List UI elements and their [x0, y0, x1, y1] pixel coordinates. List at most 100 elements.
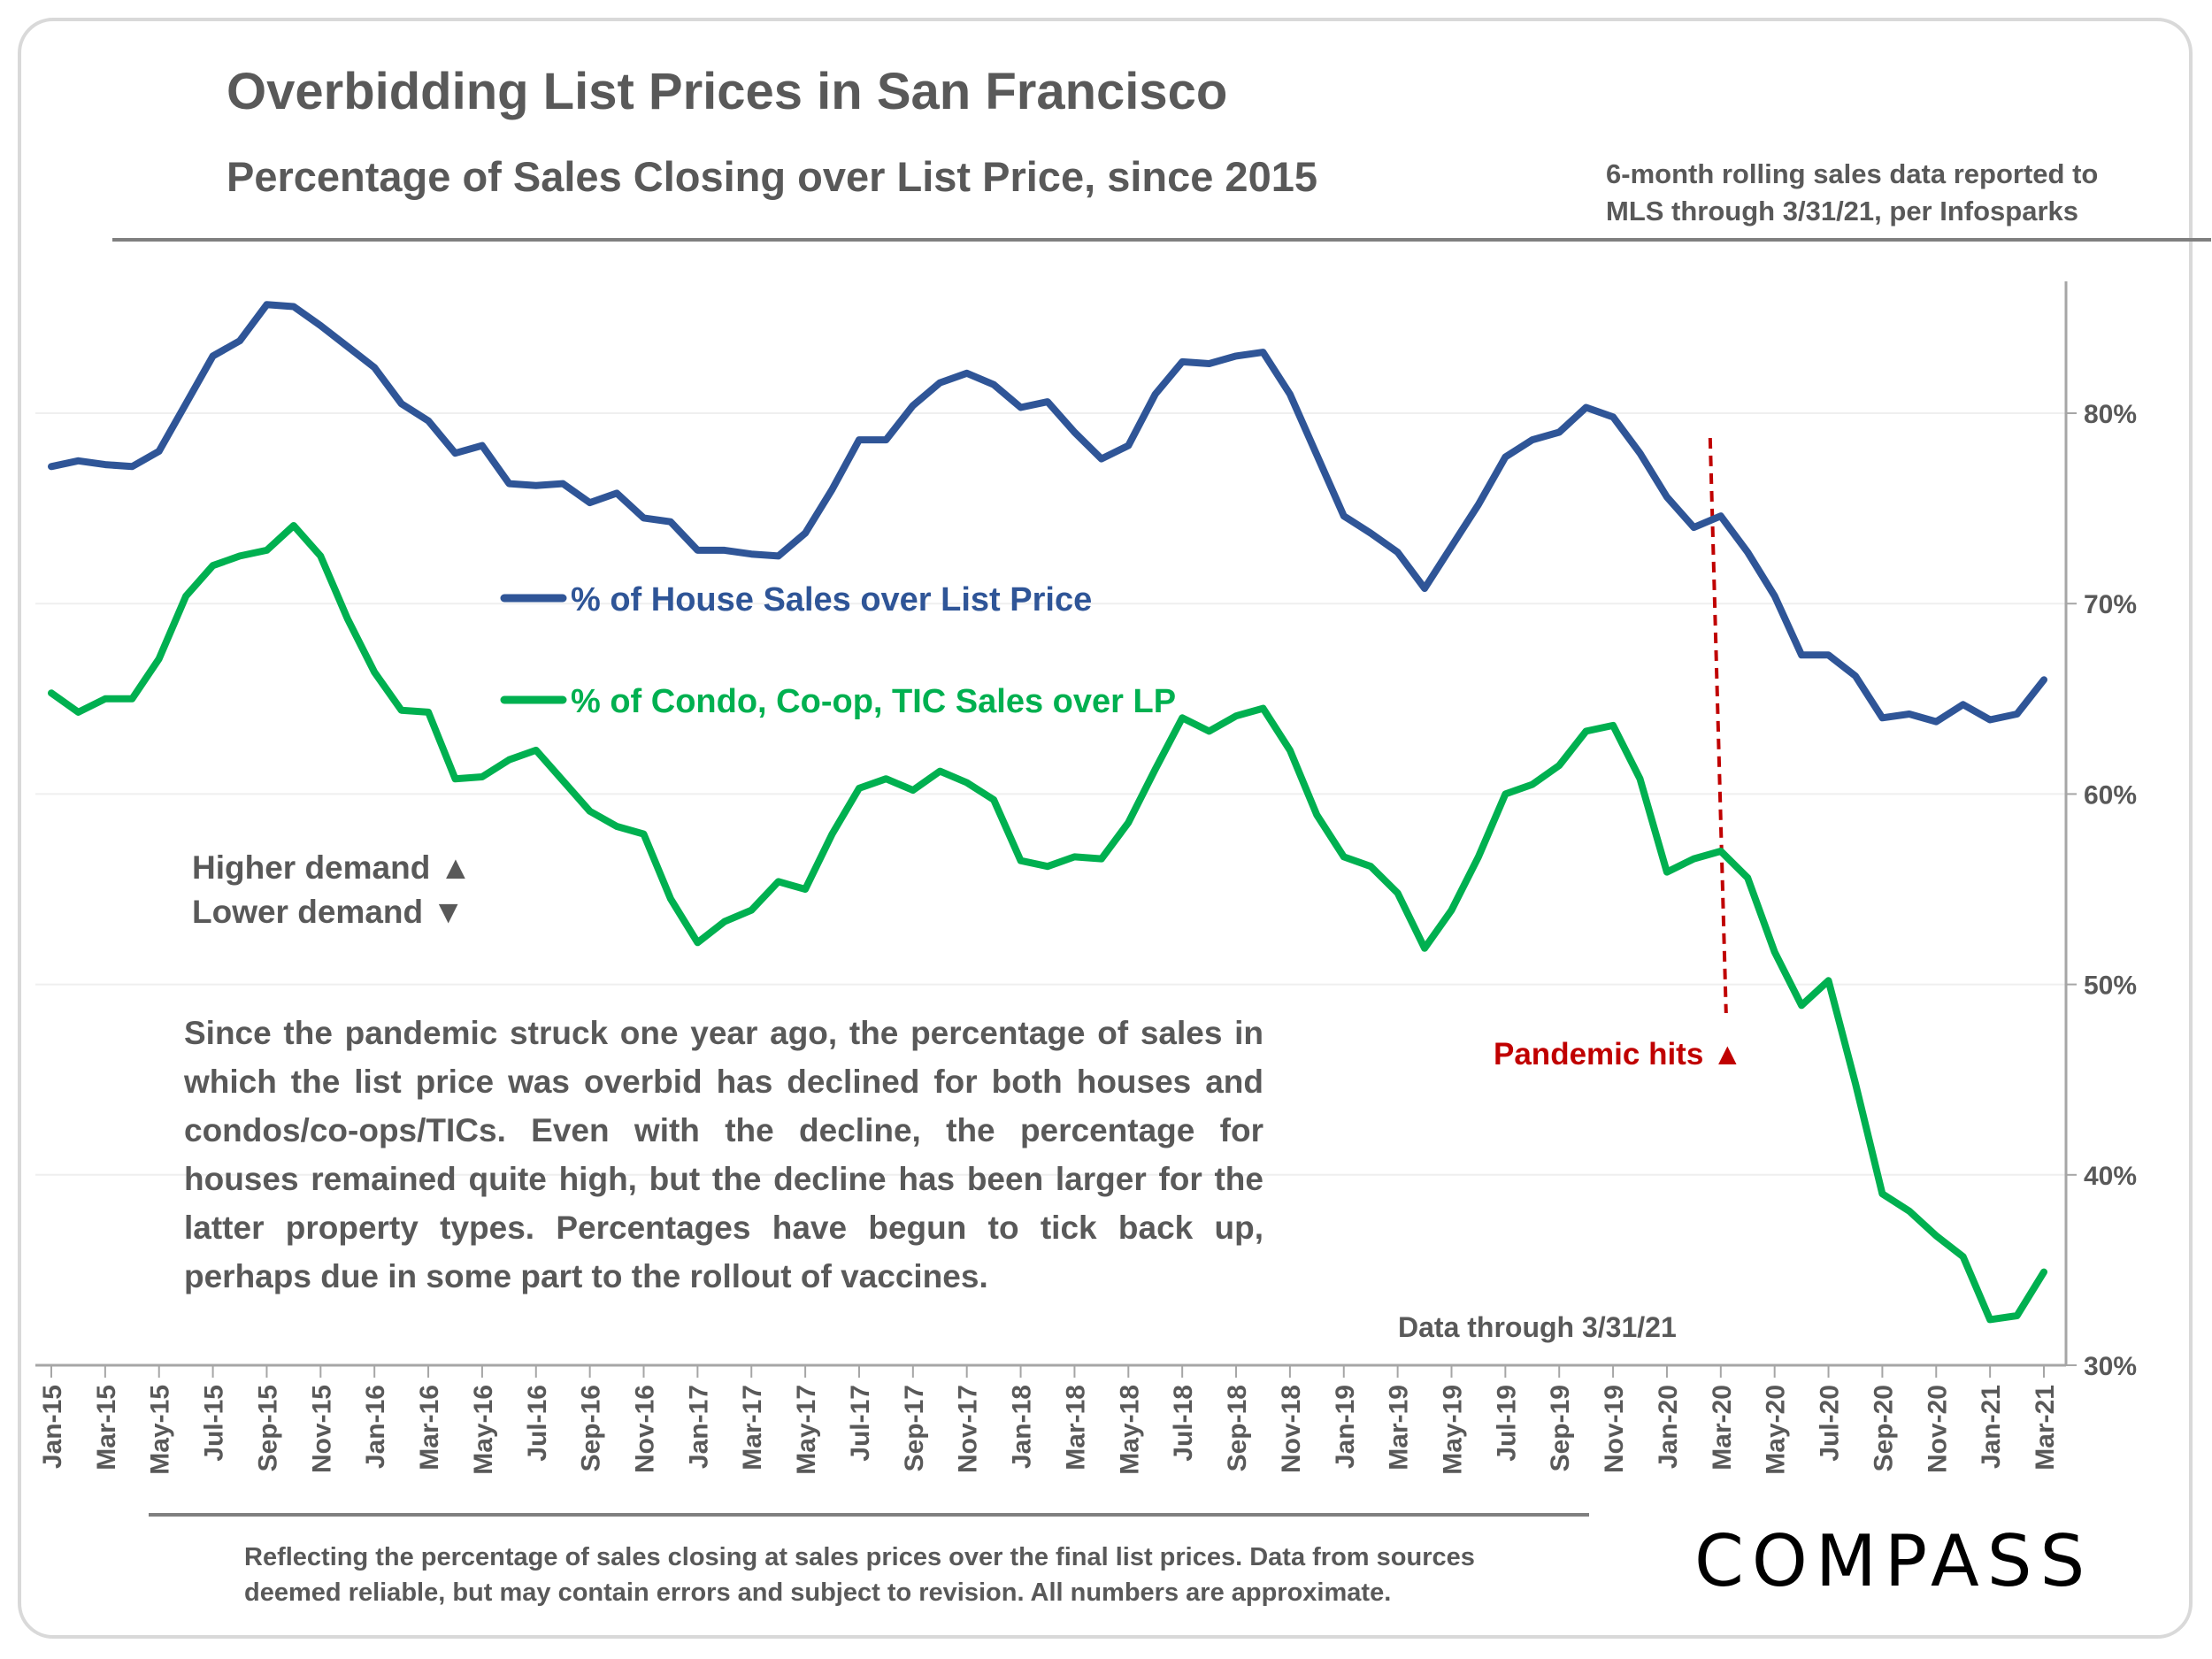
- house-data-point: [1395, 549, 1401, 555]
- x-tick-label: May-15: [146, 1385, 175, 1475]
- condo-data-point: [560, 778, 565, 783]
- source-note: 6-month rolling sales data reported to M…: [1606, 158, 2099, 227]
- page-title: Overbidding List Prices in San Francisco: [227, 63, 1228, 120]
- x-tick-label: Jul-20: [1816, 1385, 1845, 1462]
- condo-data-point: [695, 940, 700, 945]
- condo-data-point: [1179, 715, 1185, 720]
- house-data-point: [1907, 711, 1912, 717]
- house-data-point: [75, 458, 81, 464]
- condo-data-point: [830, 832, 835, 837]
- condo-data-point: [183, 594, 188, 599]
- condo-data-point: [1045, 864, 1050, 869]
- condo-data-point: [372, 670, 377, 675]
- x-tick-label: Nov-18: [1277, 1385, 1306, 1473]
- x-tick-label: May-16: [469, 1385, 498, 1475]
- condo-data-point: [1718, 849, 1724, 854]
- house-data-point: [1691, 525, 1696, 530]
- house-data-point: [668, 519, 673, 525]
- house-data-point: [1368, 531, 1373, 536]
- house-data-point: [964, 371, 970, 376]
- house-data-point: [1153, 391, 1158, 396]
- house-data-point: [991, 382, 996, 388]
- condo-data-point: [668, 896, 673, 902]
- condo-data-point: [345, 616, 350, 621]
- y-tick-label: 70%: [2084, 590, 2137, 619]
- x-tick-label: Jan-18: [1008, 1385, 1037, 1469]
- y-tick-label: 60%: [2084, 780, 2137, 810]
- house-data-point: [1502, 454, 1508, 459]
- condo-data-point: [399, 708, 404, 713]
- condo-data-point: [534, 748, 539, 753]
- x-tick-label: Sep-15: [253, 1385, 282, 1471]
- condo-data-point: [1448, 908, 1454, 913]
- condo-data-point: [1071, 854, 1077, 859]
- condo-data-point: [211, 563, 216, 568]
- x-tick-label: Mar-21: [2031, 1385, 2060, 1471]
- house-data-point: [1287, 391, 1293, 396]
- condo-data-point: [1987, 1317, 1993, 1322]
- house-data-point: [103, 462, 108, 467]
- condo-data-point: [291, 523, 296, 528]
- x-tick-label: Jan-17: [684, 1385, 713, 1469]
- commentary-text: Since the pandemic struck one year ago, …: [184, 1015, 1263, 1294]
- condo-data-point: [1233, 713, 1239, 718]
- x-tick-label: Mar-20: [1708, 1385, 1737, 1471]
- house-data-point: [1826, 652, 1832, 657]
- house-data-point: [1448, 544, 1454, 549]
- house-data-point: [399, 401, 404, 406]
- x-tick-label: Jul-18: [1169, 1385, 1198, 1462]
- condo-data-point: [1099, 856, 1104, 862]
- x-tick-label: Nov-19: [1600, 1385, 1629, 1473]
- condo-data-point: [1772, 949, 1778, 955]
- x-tick-label: Jan-21: [1977, 1385, 2006, 1469]
- condo-data-point: [641, 832, 647, 837]
- house-data-point: [2041, 677, 2047, 682]
- condo-data-point: [1368, 864, 1373, 869]
- house-data-point: [1045, 399, 1050, 404]
- x-tick-label: Jul-16: [523, 1385, 552, 1462]
- house-data-point: [372, 365, 377, 370]
- house-data-point: [1099, 457, 1104, 462]
- x-tick-label: Sep-19: [1546, 1385, 1575, 1471]
- house-data-point: [1314, 452, 1319, 457]
- house-data-point: [1530, 437, 1535, 442]
- x-tick-label: Mar-15: [92, 1385, 121, 1471]
- x-tick-label: Jul-17: [846, 1385, 875, 1462]
- chart-frame: [18, 18, 2193, 1639]
- house-data-point: [183, 401, 188, 406]
- x-tick-label: May-19: [1438, 1385, 1467, 1475]
- footer-divider: [149, 1513, 1589, 1517]
- house-data-point: [264, 302, 269, 307]
- house-data-point: [749, 551, 754, 557]
- y-tick-label: 50%: [2084, 972, 2137, 1001]
- x-tick-label: Jan-15: [38, 1385, 67, 1469]
- condo-data-point: [1260, 706, 1265, 711]
- condo-data-point: [1961, 1254, 1966, 1259]
- x-tick-label: Sep-18: [1223, 1385, 1252, 1471]
- condo-data-point: [1907, 1209, 1912, 1214]
- house-data-point: [291, 303, 296, 309]
- condo-data-point: [1395, 890, 1401, 895]
- condo-data-point: [964, 780, 970, 785]
- condo-data-point: [237, 553, 242, 558]
- condo-data-point: [1691, 856, 1696, 862]
- page-subtitle: Percentage of Sales Closing over List Pr…: [227, 153, 1317, 200]
- house-data-point: [1233, 353, 1239, 358]
- house-data-point: [1584, 405, 1589, 411]
- condo-data-point: [1556, 763, 1562, 768]
- condo-data-point: [1853, 1081, 1858, 1087]
- condo-data-point: [883, 776, 888, 781]
- house-data-point: [1745, 549, 1750, 555]
- house-data-point: [856, 437, 862, 442]
- condo-data-point: [776, 879, 781, 884]
- house-data-point: [452, 450, 457, 456]
- house-data-point: [1556, 430, 1562, 435]
- house-data-point: [426, 419, 431, 424]
- house-data-point: [534, 483, 539, 488]
- house-data-point: [1179, 359, 1185, 365]
- condo-data-point: [1664, 870, 1670, 875]
- condo-data-point: [588, 809, 593, 814]
- condo-data-point: [1018, 858, 1024, 864]
- condo-data-point: [1584, 728, 1589, 733]
- x-tick-label: Jul-19: [1492, 1385, 1521, 1462]
